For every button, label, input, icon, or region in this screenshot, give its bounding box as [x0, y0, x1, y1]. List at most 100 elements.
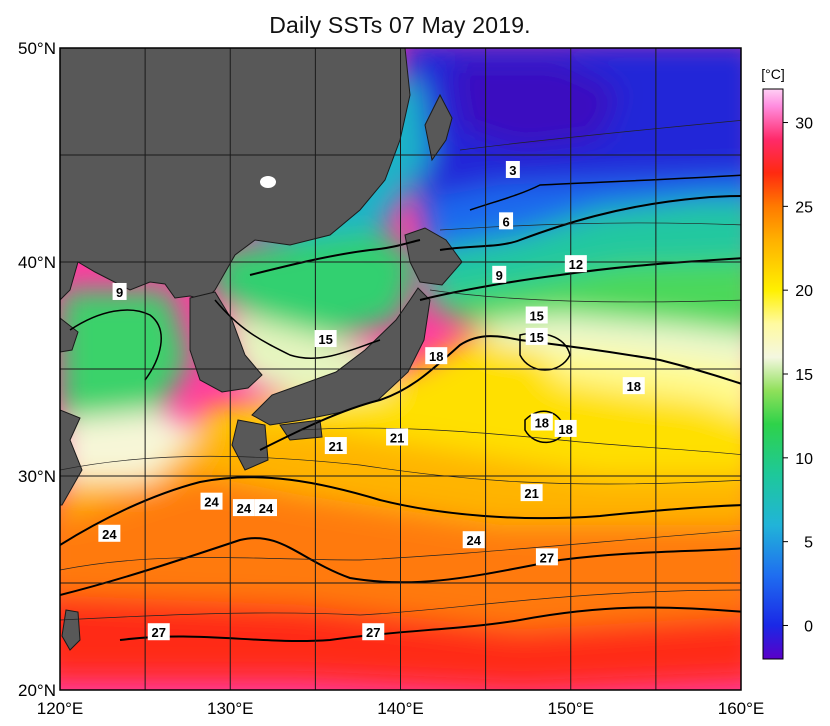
contour-label-box [232, 499, 255, 517]
contour-label-box [98, 524, 121, 542]
longitude-tick-label: 130°E [207, 699, 254, 718]
latitude-tick-label: 30°N [18, 467, 56, 486]
contour-label: 18 [554, 419, 577, 437]
contour-label: 15 [525, 327, 548, 345]
contour-label: 27 [147, 623, 170, 641]
contour-label-box [386, 428, 409, 446]
contour-label-text: 21 [524, 486, 538, 501]
land-honshu [251, 287, 431, 426]
contour-label-text: 15 [529, 309, 543, 324]
contour-label: 18 [425, 347, 448, 365]
latitude-tick-label: 40°N [18, 253, 56, 272]
sst-band-13 [420, 255, 741, 333]
colorbar-tick-label: 0 [804, 618, 813, 635]
contour-label-box [564, 255, 587, 273]
contour-label: 18 [530, 413, 553, 431]
contour-label-text: 24 [466, 533, 481, 548]
contour-label: 24 [255, 499, 278, 517]
land-korea [189, 291, 263, 393]
colorbar-tick-label: 20 [795, 283, 813, 300]
longitude-tick-labels: 120°E 130°E 140°E 150°E 160°E [37, 699, 765, 718]
contour-label: 15 [314, 330, 337, 348]
latitude-tick-label: 20°N [18, 681, 56, 700]
contour-label-box [425, 347, 448, 365]
contour-label: 21 [520, 484, 543, 502]
land-sakhalin [424, 93, 453, 162]
contour-label-text: 24 [204, 495, 219, 510]
contour-label-box [554, 419, 577, 437]
contour-label-text: 12 [569, 257, 583, 272]
contour-label: 6 [499, 212, 514, 230]
colorbar-tick-label: 15 [795, 367, 813, 384]
contour-label-text: 6 [502, 214, 509, 229]
colorbar [762, 88, 784, 660]
contour-label-box [520, 484, 543, 502]
contour-label-box [362, 623, 385, 641]
contour-label: 24 [462, 531, 485, 549]
sst-band-east-china-sea [60, 410, 200, 480]
contour-6 [439, 195, 741, 251]
contour-27 [119, 606, 741, 643]
land-hokkaido [404, 227, 463, 286]
contour-label: 27 [535, 548, 558, 566]
contour-label: 24 [98, 524, 121, 542]
contour-label-box [147, 623, 170, 641]
colorbar-tick-label: 30 [795, 116, 813, 133]
contour-label-text: 24 [102, 527, 117, 542]
contour-label-box [324, 437, 347, 455]
contour-label: 9 [492, 265, 507, 283]
contour-label-text: 18 [627, 379, 641, 394]
colorbar-tick-label: 25 [795, 199, 813, 216]
contour-label-text: 18 [429, 349, 443, 364]
land-china-coast [60, 409, 83, 506]
contour-label: 21 [386, 428, 409, 446]
contour-label-text: 9 [116, 285, 123, 300]
contour-label-text: 18 [558, 422, 572, 437]
isotherm-contours [60, 120, 741, 643]
contour-label-text: 15 [318, 332, 332, 347]
longitude-tick-label: 160°E [718, 699, 765, 718]
contour-label-box [255, 499, 278, 517]
contour-label-box [505, 160, 520, 178]
contour-label-box [314, 330, 337, 348]
colorbar-tick-label: 10 [795, 451, 813, 468]
contour-label-box [622, 377, 645, 395]
sst-band-0 [450, 60, 620, 150]
contour-label-box [112, 282, 127, 300]
contour-label-text: 27 [366, 625, 380, 640]
sst-band-6 [420, 170, 741, 250]
contour-kuroshio-north [259, 335, 741, 451]
contour-label: 24 [200, 492, 223, 510]
land-masses [60, 48, 463, 651]
contour-label-box [462, 531, 485, 549]
map-title: Daily SSTs 07 May 2019. [269, 12, 531, 38]
contour-label: 9 [112, 282, 127, 300]
contour-label-text: 21 [390, 430, 404, 445]
contour-labels: 3 6 9 12 9 15 18 15 15 18 18 18 21 21 21 24 24 24 24 24 27 27… [98, 160, 645, 641]
contour-label: 21 [324, 437, 347, 455]
longitude-tick-label: 120°E [37, 699, 84, 718]
map-frame [59, 47, 742, 691]
contour-label-box [535, 548, 558, 566]
contour-15-sea-of-japan [214, 299, 381, 359]
land-small-lake [260, 176, 276, 188]
colorbar-unit-label: [°C] [761, 66, 785, 82]
contour-label-box [200, 492, 223, 510]
contour-label: 3 [505, 160, 520, 178]
minor-contours [60, 120, 741, 621]
latitude-tick-label: 50°N [18, 39, 56, 58]
contour-9-sea-of-japan [249, 239, 421, 276]
contour-label-text: 3 [509, 163, 516, 178]
longitude-tick-label: 150°E [547, 699, 594, 718]
contour-label: 12 [564, 255, 587, 273]
contour-label: 15 [525, 306, 548, 324]
longitude-tick-label: 140°E [377, 699, 424, 718]
contour-label-text: 18 [535, 416, 549, 431]
sst-band-10 [430, 191, 741, 300]
lat-lon-grid [60, 48, 741, 690]
contour-label-text: 24 [237, 501, 252, 516]
colorbar-tick-label: 5 [804, 535, 813, 552]
colorbar-ticks: 0 5 10 15 20 25 30 [783, 116, 813, 635]
contour-label: 27 [362, 623, 385, 641]
contour-label-box [492, 265, 507, 283]
